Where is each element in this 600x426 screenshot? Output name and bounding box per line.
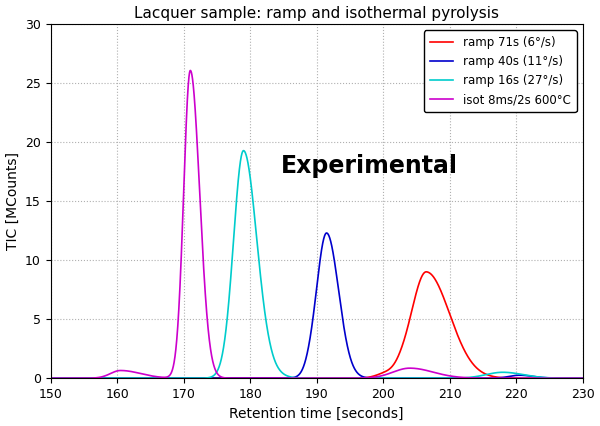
- ramp 71s (6°/s): [74, 376, 81, 381]
- ramp 40s (11°/s): [74, 376, 81, 381]
- isot 8ms/2s 600°C: [385, 371, 392, 376]
- ramp 71s (6°/s): [422, 269, 430, 274]
- ramp 16s (27°/s): [470, 374, 477, 380]
- Title: Lacquer sample: ramp and isothermal pyrolysis: Lacquer sample: ramp and isothermal pyro…: [134, 6, 499, 20]
- ramp 40s (11°/s): [579, 376, 586, 381]
- ramp 40s (11°/s): [47, 376, 55, 381]
- ramp 71s (6°/s): [362, 375, 369, 380]
- ramp 16s (27°/s): [240, 148, 247, 153]
- ramp 71s (6°/s): [579, 376, 586, 381]
- ramp 40s (11°/s): [239, 376, 247, 381]
- ramp 40s (11°/s): [470, 376, 477, 381]
- ramp 40s (11°/s): [323, 230, 330, 236]
- ramp 71s (6°/s): [385, 367, 392, 372]
- isot 8ms/2s 600°C: [470, 375, 477, 380]
- isot 8ms/2s 600°C: [47, 376, 55, 381]
- ramp 71s (6°/s): [47, 376, 55, 381]
- Line: ramp 71s (6°/s): ramp 71s (6°/s): [51, 272, 583, 378]
- ramp 40s (11°/s): [442, 376, 449, 381]
- ramp 16s (27°/s): [442, 376, 449, 381]
- ramp 16s (27°/s): [362, 376, 369, 381]
- Line: isot 8ms/2s 600°C: isot 8ms/2s 600°C: [51, 70, 583, 378]
- isot 8ms/2s 600°C: [362, 375, 369, 380]
- isot 8ms/2s 600°C: [579, 376, 586, 381]
- isot 8ms/2s 600°C: [274, 376, 281, 381]
- ramp 71s (6°/s): [442, 299, 449, 304]
- Legend: ramp 71s (6°/s), ramp 40s (11°/s), ramp 16s (27°/s), isot 8ms/2s 600°C: ramp 71s (6°/s), ramp 40s (11°/s), ramp …: [424, 30, 577, 112]
- isot 8ms/2s 600°C: [74, 376, 81, 381]
- X-axis label: Retention time [seconds]: Retention time [seconds]: [229, 406, 404, 420]
- isot 8ms/2s 600°C: [240, 376, 247, 381]
- ramp 71s (6°/s): [470, 362, 477, 367]
- Text: Experimental: Experimental: [281, 154, 458, 178]
- Line: ramp 40s (11°/s): ramp 40s (11°/s): [51, 233, 583, 378]
- ramp 16s (27°/s): [47, 376, 55, 381]
- ramp 40s (11°/s): [362, 375, 369, 380]
- ramp 40s (11°/s): [385, 376, 392, 381]
- ramp 71s (6°/s): [239, 376, 247, 381]
- ramp 16s (27°/s): [385, 376, 392, 381]
- Y-axis label: TIC [MCounts]: TIC [MCounts]: [5, 153, 20, 250]
- isot 8ms/2s 600°C: [442, 372, 449, 377]
- isot 8ms/2s 600°C: [187, 68, 194, 73]
- ramp 16s (27°/s): [579, 376, 586, 381]
- Line: ramp 16s (27°/s): ramp 16s (27°/s): [51, 151, 583, 378]
- ramp 16s (27°/s): [74, 376, 81, 381]
- ramp 16s (27°/s): [239, 148, 247, 153]
